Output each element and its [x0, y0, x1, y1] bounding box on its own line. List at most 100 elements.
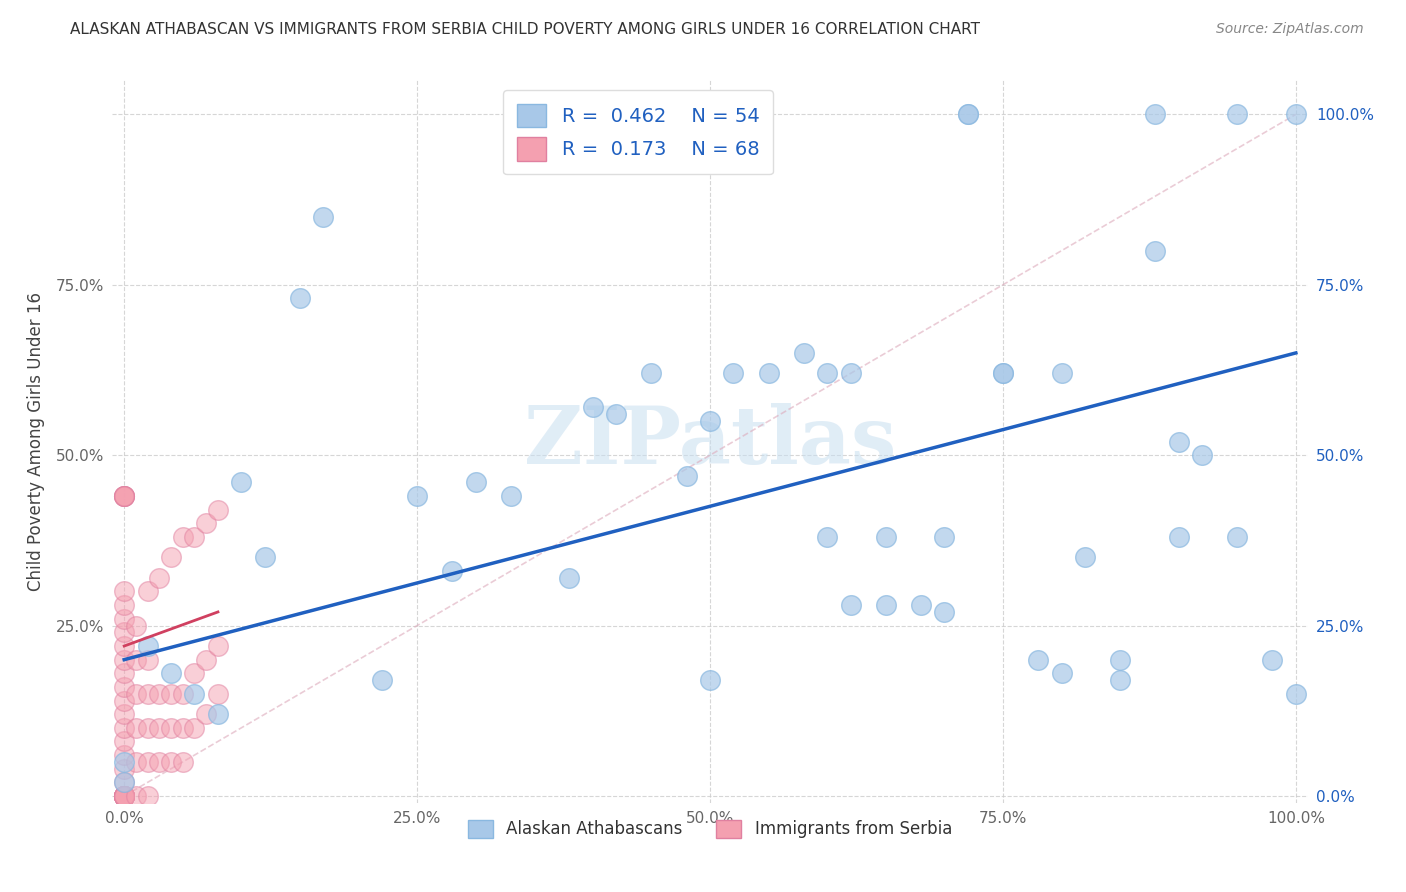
Point	[112, 789, 135, 803]
Point	[207, 639, 229, 653]
Point	[112, 775, 135, 789]
Point	[991, 367, 1014, 381]
Point	[148, 721, 170, 735]
Point	[875, 598, 897, 612]
Point	[112, 598, 135, 612]
Point	[160, 666, 183, 681]
Point	[112, 693, 135, 707]
Point	[183, 687, 205, 701]
Point	[231, 475, 253, 490]
Point	[464, 475, 486, 490]
Point	[406, 489, 429, 503]
Point	[1074, 550, 1097, 565]
Point	[112, 789, 135, 803]
Point	[112, 789, 135, 803]
Point	[723, 367, 745, 381]
Point	[253, 550, 276, 565]
Point	[112, 789, 135, 803]
Point	[815, 530, 838, 544]
Legend: Alaskan Athabascans, Immigrants from Serbia: Alaskan Athabascans, Immigrants from Ser…	[461, 813, 959, 845]
Point	[172, 721, 194, 735]
Point	[956, 107, 979, 121]
Point	[371, 673, 394, 687]
Point	[112, 789, 135, 803]
Point	[1026, 653, 1049, 667]
Point	[136, 721, 159, 735]
Point	[160, 755, 183, 769]
Point	[956, 107, 979, 121]
Point	[934, 530, 956, 544]
Point	[1109, 673, 1132, 687]
Point	[112, 789, 135, 803]
Point	[1144, 244, 1167, 258]
Point	[112, 789, 135, 803]
Point	[125, 721, 148, 735]
Point	[112, 789, 135, 803]
Point	[1144, 107, 1167, 121]
Point	[605, 407, 627, 421]
Point	[112, 789, 135, 803]
Point	[839, 598, 862, 612]
Point	[183, 721, 205, 735]
Point	[160, 550, 183, 565]
Point	[288, 292, 311, 306]
Point	[112, 789, 135, 803]
Point	[136, 789, 159, 803]
Point	[112, 762, 135, 776]
Point	[112, 789, 135, 803]
Point	[136, 687, 159, 701]
Point	[112, 489, 135, 503]
Point	[758, 367, 780, 381]
Point	[112, 721, 135, 735]
Point	[125, 755, 148, 769]
Point	[195, 516, 218, 531]
Point	[1285, 687, 1308, 701]
Point	[499, 489, 522, 503]
Point	[991, 367, 1014, 381]
Point	[640, 367, 662, 381]
Point	[112, 489, 135, 503]
Point	[441, 564, 464, 578]
Point	[112, 707, 135, 722]
Point	[112, 489, 135, 503]
Point	[839, 367, 862, 381]
Point	[112, 666, 135, 681]
Point	[112, 734, 135, 748]
Point	[1050, 666, 1073, 681]
Point	[172, 530, 194, 544]
Point	[934, 605, 956, 619]
Point	[1226, 530, 1249, 544]
Point	[875, 530, 897, 544]
Point	[112, 755, 135, 769]
Point	[910, 598, 932, 612]
Point	[195, 653, 218, 667]
Point	[675, 468, 697, 483]
Point	[195, 707, 218, 722]
Point	[112, 653, 135, 667]
Point	[183, 530, 205, 544]
Point	[558, 571, 581, 585]
Point	[582, 401, 605, 415]
Point	[1226, 107, 1249, 121]
Point	[112, 489, 135, 503]
Point	[148, 755, 170, 769]
Point	[1050, 367, 1073, 381]
Point	[136, 639, 159, 653]
Point	[112, 775, 135, 789]
Point	[312, 210, 335, 224]
Point	[183, 666, 205, 681]
Point	[207, 687, 229, 701]
Point	[125, 789, 148, 803]
Point	[207, 502, 229, 516]
Point	[112, 789, 135, 803]
Point	[136, 755, 159, 769]
Point	[112, 748, 135, 763]
Point	[112, 639, 135, 653]
Point	[815, 367, 838, 381]
Point	[1261, 653, 1284, 667]
Point	[136, 584, 159, 599]
Point	[112, 680, 135, 694]
Point	[112, 612, 135, 626]
Point	[699, 414, 721, 428]
Point	[148, 687, 170, 701]
